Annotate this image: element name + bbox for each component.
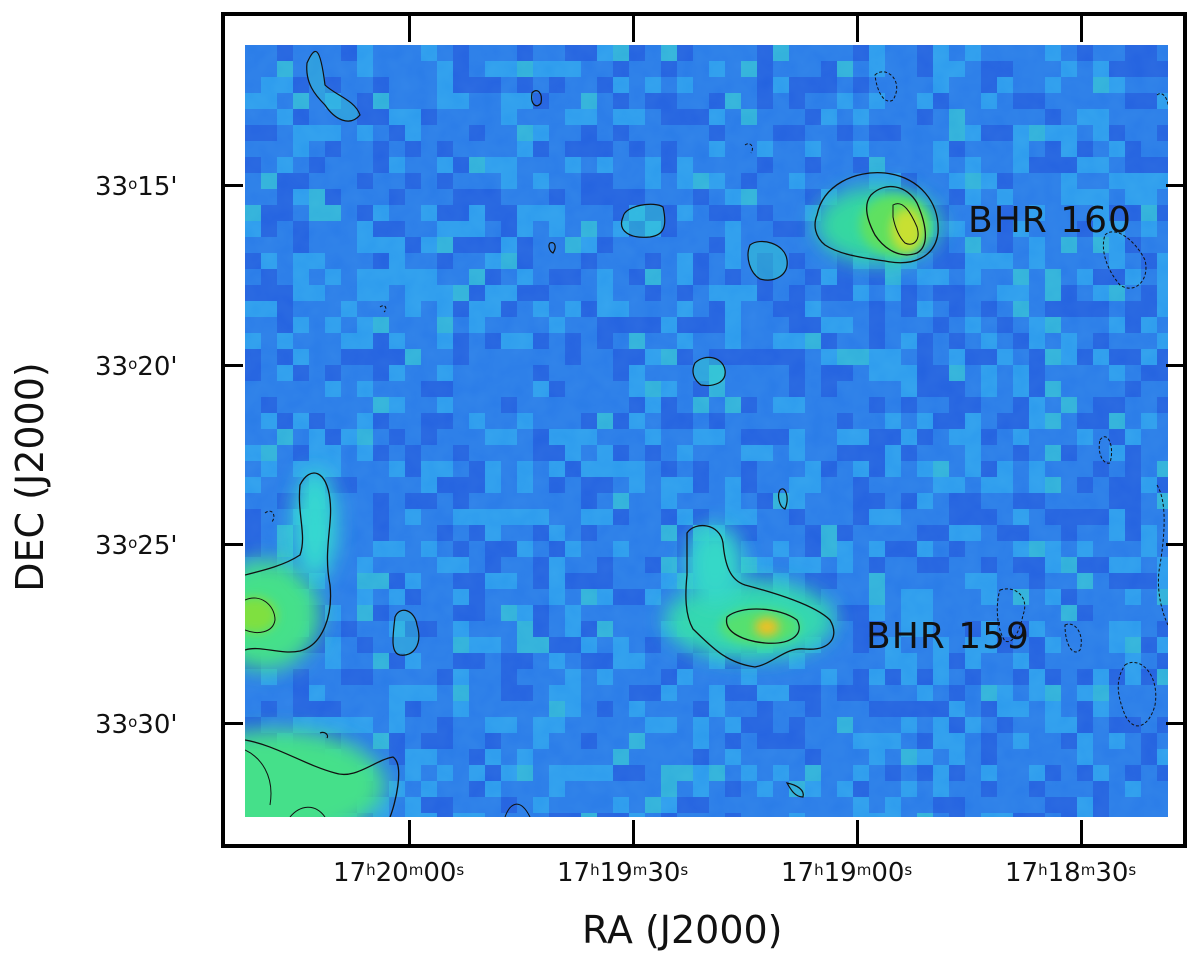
x-tick-label-4: 17h18m30s	[1005, 858, 1137, 888]
x-tick-3	[856, 820, 859, 844]
y-tick-right-2	[1166, 364, 1184, 367]
y-tick-right-4	[1166, 722, 1184, 725]
y-tick-label-2: 33o20'	[95, 352, 178, 382]
y-tick-label-1: 33o15'	[95, 172, 178, 202]
x-tick-4	[1080, 820, 1083, 844]
source-label-bhr159: BHR 159	[866, 616, 1030, 657]
left-edge-emission	[245, 470, 531, 817]
source-blob-bhr159	[665, 524, 835, 668]
source-blob-bhr160	[814, 171, 940, 264]
y-tick-right-3	[1166, 543, 1184, 546]
y-tick-1	[225, 184, 243, 187]
x-tick-label-2: 17h19m30s	[557, 858, 689, 888]
y-tick-right-1	[1166, 184, 1184, 187]
y-axis-title: DEC (J2000)	[8, 362, 52, 592]
x-tick-top-4	[1080, 16, 1083, 42]
y-tick-3	[225, 543, 243, 546]
x-tick-top-3	[856, 16, 859, 42]
dashed-contours	[264, 71, 1168, 727]
x-tick-top-2	[632, 16, 635, 42]
pixel-grid	[245, 45, 1168, 817]
x-tick-label-3: 17h19m00s	[781, 858, 913, 888]
x-tick-2	[632, 820, 635, 844]
y-tick-2	[225, 364, 243, 367]
x-tick-top-1	[408, 16, 411, 42]
y-tick-label-3: 33o25'	[95, 531, 178, 561]
y-tick-label-4: 33o30'	[95, 710, 178, 740]
x-tick-label-1: 17h20m00s	[333, 858, 465, 888]
source-label-bhr160: BHR 160	[968, 200, 1132, 241]
y-tick-4	[225, 722, 243, 725]
x-tick-1	[408, 820, 411, 844]
x-axis-title: RA (J2000)	[582, 908, 783, 952]
intensity-map	[245, 45, 1168, 817]
small-clumps	[306, 50, 804, 798]
